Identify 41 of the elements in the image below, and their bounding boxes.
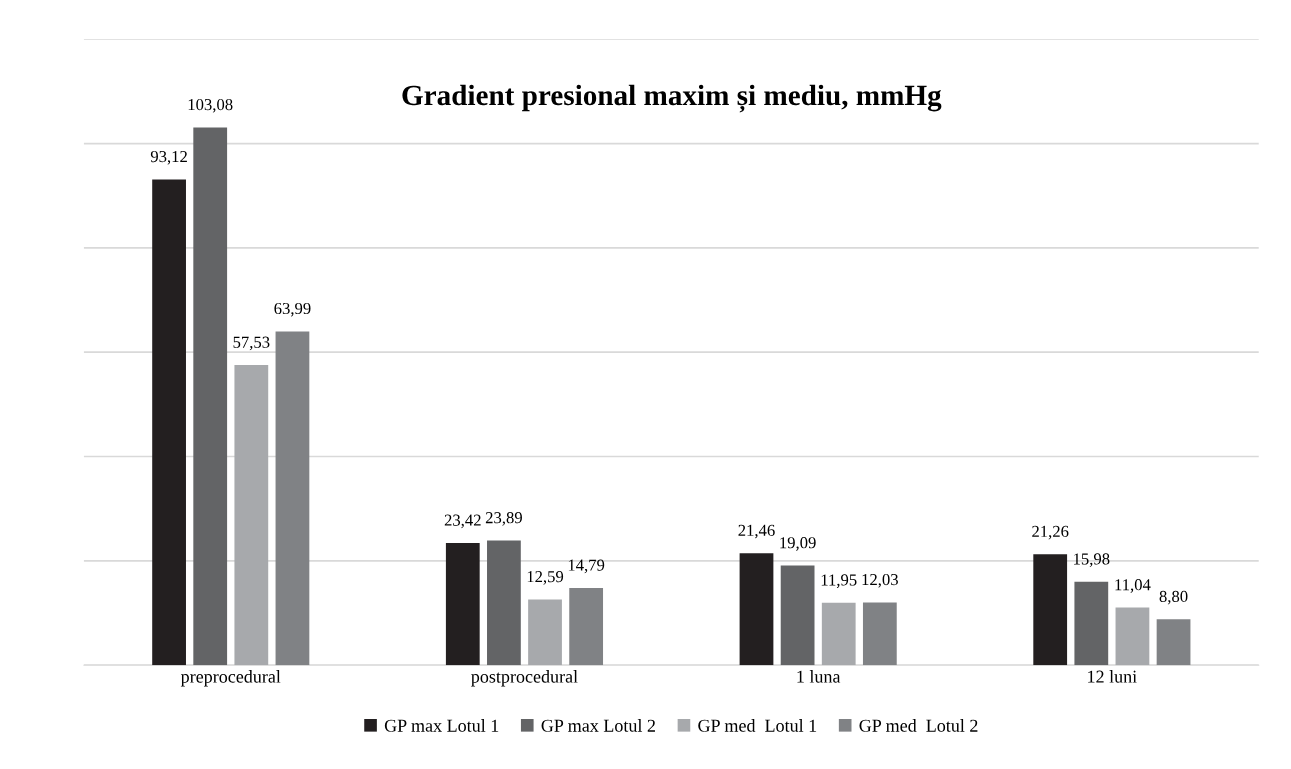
bar xyxy=(1115,607,1150,666)
bar xyxy=(780,565,815,666)
bar xyxy=(445,543,480,666)
legend-label: GP med Lotul 2 xyxy=(859,719,978,732)
bar xyxy=(487,540,521,666)
data-label: 21,26 xyxy=(1032,525,1069,540)
data-label: 19,09 xyxy=(780,537,816,551)
bar xyxy=(1074,581,1109,666)
data-label: 21,46 xyxy=(738,524,775,539)
bar xyxy=(569,588,604,666)
text: Gradient presional maxim și mediu, mmHg xyxy=(402,84,942,113)
bar xyxy=(528,599,562,666)
data-label: 14,79 xyxy=(568,559,605,574)
bar xyxy=(152,179,186,666)
data-label: 12,59 xyxy=(527,571,564,585)
data-label: 11,95 xyxy=(821,574,857,588)
data-label: 12,03 xyxy=(862,573,898,588)
data-label: 11,04 xyxy=(1115,579,1151,593)
bar xyxy=(862,602,897,666)
x-tick-label: postprocedural xyxy=(471,670,578,687)
legend-label: GP max Lotul 2 xyxy=(541,719,655,732)
bar xyxy=(1033,554,1068,666)
bar xyxy=(1156,619,1191,666)
x-tick-label: preprocedural xyxy=(180,670,281,687)
bar xyxy=(739,553,774,666)
data-label: 23,42 xyxy=(444,514,481,529)
data-label: 93,12 xyxy=(150,150,187,165)
bar xyxy=(275,331,310,666)
x-tick-label: 12 luni xyxy=(1088,670,1137,683)
legend-label: GP max Lotul 1 xyxy=(384,719,499,732)
bar xyxy=(821,602,856,666)
legend-label: GP med Lotul 1 xyxy=(698,719,817,732)
data-label: 8,80 xyxy=(1159,590,1188,605)
data-label: 103,08 xyxy=(188,98,233,113)
data-label: 63,99 xyxy=(274,302,311,317)
bar xyxy=(234,365,269,666)
bar xyxy=(193,127,228,666)
data-label: 23,89 xyxy=(485,512,522,526)
data-label: 57,53 xyxy=(233,336,270,351)
data-label: 15,98 xyxy=(1074,553,1110,567)
x-tick-label: 1 luna xyxy=(797,670,841,683)
